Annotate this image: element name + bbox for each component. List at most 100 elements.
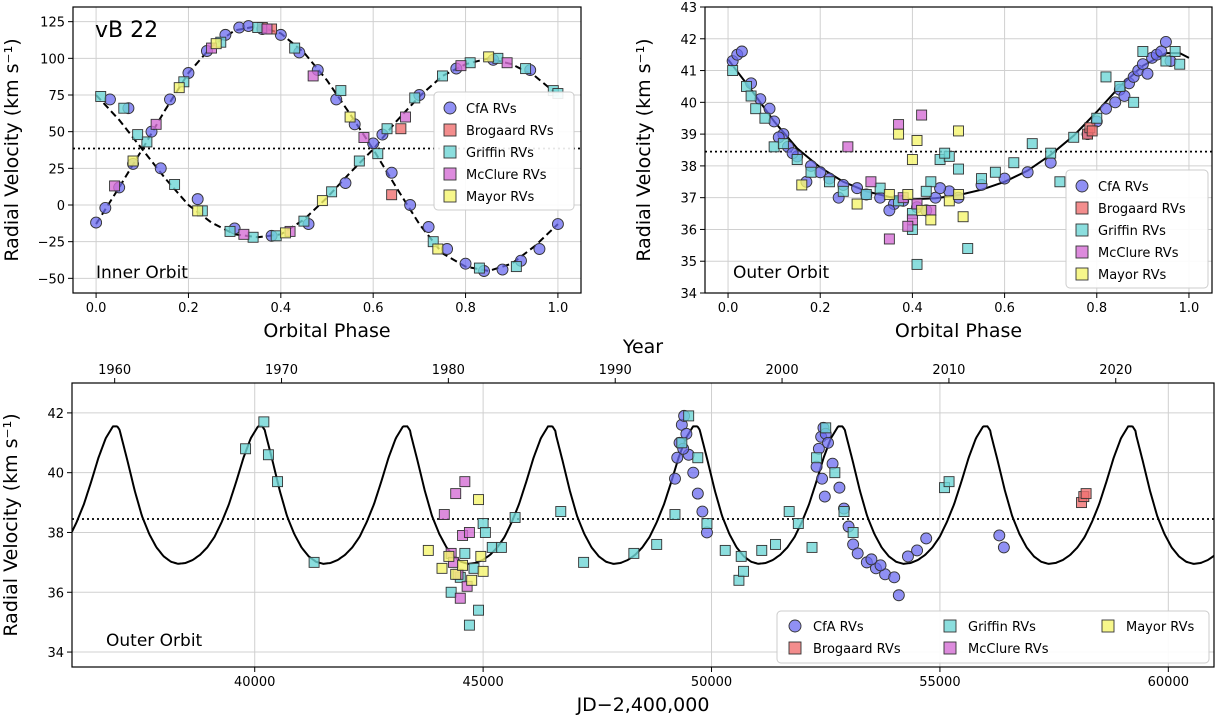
x2-tick-label: 1970: [265, 363, 298, 378]
x2-tick-label: 1960: [98, 363, 131, 378]
griffin-rvs-point: [473, 604, 485, 616]
legend-label: Griffin RVs: [1098, 224, 1166, 239]
griffin-rvs-point: [477, 518, 489, 529]
griffin-rvs-point: [473, 262, 485, 274]
mcclure-rvs-point: [261, 23, 273, 35]
cfa-rvs-point: [998, 172, 1011, 185]
axes-frame: [71, 382, 1215, 668]
cfa-rvs-point: [874, 559, 887, 572]
cfa-rvs-point: [1159, 36, 1172, 48]
cfa-rvs-point: [339, 177, 352, 189]
griffin-rvs-point: [520, 63, 532, 75]
cfa-rvs-point: [671, 451, 684, 464]
x-tick-label: 1.0: [548, 301, 569, 316]
plot-area: [73, 20, 581, 277]
griffin-rvs-point: [1137, 46, 1149, 57]
mcclure-rvs-point: [400, 111, 411, 123]
legend-marker: [443, 189, 457, 203]
mcclure-rvs-point: [238, 228, 250, 240]
mayor-rvs-point: [443, 550, 455, 562]
cfa-rvs-point: [735, 45, 748, 58]
brogaard-rvs-point: [1086, 125, 1098, 137]
mayor-rvs-point: [432, 243, 444, 255]
griffin-rvs-point: [911, 258, 923, 270]
mcclure-rvs-point: [916, 109, 928, 121]
legend-label: Mayor RVs: [1126, 620, 1195, 635]
y-tick-label: 39: [680, 128, 697, 143]
legend: CfA RVs Brogaard RVs Griffin RVs McClure RV…: [433, 91, 575, 211]
mcclure-rvs-point: [925, 204, 937, 216]
series-griffin-rvs: [727, 46, 1186, 270]
x-tick-label: 45000: [462, 675, 503, 690]
x-tick-label: 55000: [919, 675, 960, 690]
cfa-rvs-point: [1141, 67, 1154, 80]
cfa-rvs-point: [90, 216, 103, 229]
mcclure-rvs-point: [450, 488, 462, 500]
griffin-rvs-point: [820, 422, 832, 434]
griffin-rvs-point: [874, 182, 886, 194]
mayor-rvs-point: [925, 214, 937, 226]
cfa-rvs-point: [533, 243, 546, 255]
mayor-rvs-point: [796, 179, 808, 191]
griffin-rvs-point: [651, 538, 663, 550]
griffin-rvs-point: [683, 410, 695, 422]
y-tick-label: 42: [680, 33, 697, 48]
x-tick-label: 0.6: [363, 301, 384, 316]
griffin-rvs-point: [976, 173, 987, 185]
griffin-rvs-point: [1008, 157, 1020, 169]
cfa-rvs-point: [997, 541, 1010, 554]
cfa-rvs-point: [691, 487, 704, 500]
mayor-rvs-point: [422, 544, 434, 556]
legend-marker: [1101, 619, 1115, 633]
cfa-rvs-point: [1021, 166, 1034, 179]
griffin-rvs-point: [847, 527, 859, 538]
cfa-rvs-point: [164, 93, 176, 106]
griffin-rvs-point: [770, 538, 781, 550]
cfa-rvs-point: [551, 218, 564, 231]
griffin-rvs-point: [735, 550, 747, 562]
griffin-rvs-point: [335, 85, 347, 97]
cfa-rvs-point: [818, 490, 831, 503]
mayor-rvs-point: [466, 574, 478, 586]
x2-tick-label: 2020: [1099, 363, 1132, 378]
legend-marker: [443, 123, 457, 137]
annotation-label: Outer Orbit: [733, 263, 830, 283]
series-brogaard-rvs: [256, 22, 407, 201]
legend-label: McClure RVs: [968, 642, 1049, 657]
griffin-rvs-point: [510, 261, 522, 273]
griffin-rvs-point: [289, 42, 301, 54]
griffin-rvs-point: [308, 556, 320, 568]
griffin-rvs-point: [719, 544, 731, 556]
y-tick-label: 34: [47, 646, 64, 661]
mcclure-rvs-point: [454, 592, 466, 604]
legend: CfA RVs Brogaard RVs Griffin RVs McClure RV…: [1065, 169, 1209, 289]
griffin-rvs-point: [783, 506, 795, 517]
cfa-rvs-point: [669, 472, 681, 485]
griffin-rvs-point: [578, 556, 590, 568]
griffin-rvs-point: [445, 586, 457, 598]
mayor-rvs-point: [473, 494, 485, 506]
cfa-rvs-point: [920, 532, 933, 545]
griffin-rvs-point: [791, 154, 803, 165]
y-axis-label: Radial Velocity (km s⁻¹): [0, 413, 22, 636]
mayor-rvs-point: [483, 51, 495, 63]
mayor-rvs-point: [851, 198, 863, 210]
series-mcclure-rvs: [842, 109, 937, 245]
series-griffin-rvs: [240, 410, 955, 631]
plot-inner: 0.0 0.2 0.4 0.6 0.8 1.0 −50 −25 0 25 50 75 100 125 Orb…: [1, 6, 582, 342]
mayor-rvs-point: [477, 565, 489, 577]
griffin-rvs-point: [468, 562, 480, 574]
legend-label: Brogaard RVs: [466, 124, 554, 139]
y-tick-label: 42: [47, 407, 64, 422]
mcclure-rvs-point: [109, 180, 121, 192]
cfa-rvs-point: [911, 544, 924, 557]
cfa-rvs-point: [99, 201, 112, 214]
cfa-rvs-point: [1109, 96, 1122, 109]
griffin-rvs-point: [409, 92, 421, 104]
plot-area: [705, 36, 1212, 270]
x-tick-label: 40000: [234, 675, 275, 690]
cfa-rvs-point: [833, 481, 846, 494]
griffin-rvs-point: [759, 112, 771, 124]
griffin-rvs-point: [381, 123, 393, 135]
